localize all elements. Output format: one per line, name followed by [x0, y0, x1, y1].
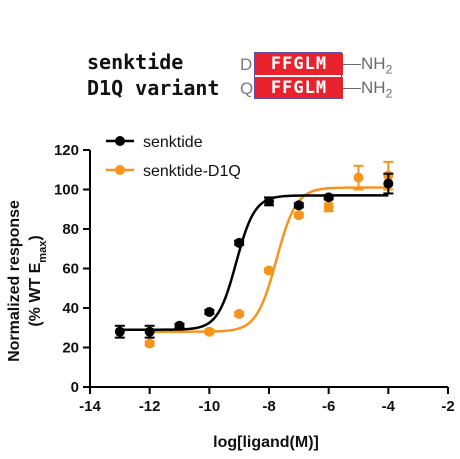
dose-response-chart: 0 20 40 60 80 100 120 -14 -12 -10 -8 -6 -4 -2 senktide…: [6, 134, 455, 451]
y-tick-label: 100: [54, 182, 79, 199]
data-point: [293, 200, 304, 211]
plot-area: 0 20 40 60 80 100 120 -14 -12 -10 -8 -6 -4 -2 senktide…: [54, 134, 455, 415]
y-tick-label: 0: [71, 379, 79, 396]
data-point: [264, 265, 274, 276]
sequence-name-senktide: senktide: [87, 50, 184, 74]
legend-item: senktide: [106, 134, 203, 151]
residues-senktide: FFGLM: [270, 54, 328, 74]
data-point: [353, 172, 364, 183]
sequence-panel: senktide D1Q variant D Q FFGLM FFGLM NH2…: [0, 0, 460, 110]
y-tick-label: 20: [62, 340, 79, 357]
y-tick-label: 40: [62, 300, 79, 317]
x-tick-label: -4: [382, 398, 396, 415]
first-residue-d1q: Q: [240, 79, 254, 98]
data-point: [323, 192, 334, 203]
residues-d1q: FFGLM: [270, 78, 328, 98]
data-point: [174, 320, 185, 331]
x-tick-label: -12: [139, 398, 161, 415]
conserved-region-frame: [254, 52, 342, 99]
data-point: [323, 202, 334, 213]
conserved-residues-senktide: FFGLM: [255, 53, 343, 75]
conserved-residues-d1q: FFGLM: [255, 77, 343, 99]
c-terminus-senktide: NH2: [361, 54, 393, 77]
series-senktide-d1q: [144, 160, 394, 349]
y-axis-title: Normalized response: [6, 200, 23, 362]
fit-curve: [149, 186, 389, 333]
sequence-name-d1q: D1Q variant: [87, 76, 220, 100]
y-tick-label: 80: [62, 221, 79, 238]
y-tick-label: 60: [62, 261, 79, 278]
x-tick-label: -2: [441, 398, 454, 415]
data-point: [144, 326, 155, 337]
x-tick-label: -6: [322, 398, 335, 415]
x-axis-title: log[ligand(M)]: [213, 434, 319, 451]
x-tick-label: -10: [198, 398, 220, 415]
data-point: [204, 326, 215, 337]
data-point: [114, 326, 125, 337]
data-point: [383, 178, 394, 189]
legend-label: senktide: [143, 134, 203, 151]
y-axis-title-line2: (% WT Emax): [27, 235, 49, 326]
y-tick-label: 120: [54, 142, 79, 159]
data-point: [234, 237, 245, 248]
amide-bond-senktide: [343, 64, 361, 65]
amide-bond-d1q: [343, 88, 361, 89]
legend-label: senktide-D1Q: [143, 163, 241, 180]
x-tick-label: -14: [79, 398, 101, 415]
legend-item: senktide-D1Q: [106, 163, 241, 180]
legend-marker: [115, 165, 125, 175]
first-residue-senktide: D: [240, 55, 253, 74]
fit-curve: [119, 194, 389, 331]
c-terminus-d1q: NH2: [361, 78, 393, 101]
data-point: [293, 210, 304, 221]
x-tick-label: -8: [262, 398, 275, 415]
series-senktide: [114, 172, 394, 339]
data-point: [144, 338, 155, 349]
legend-marker: [115, 136, 125, 146]
data-point: [234, 308, 245, 319]
data-point: [204, 306, 215, 317]
data-point: [264, 196, 274, 207]
